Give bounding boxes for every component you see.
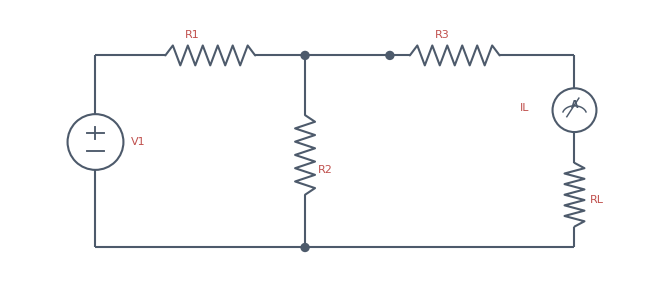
Text: R3: R3 [435, 30, 450, 41]
Text: R1: R1 [186, 30, 200, 41]
Circle shape [386, 51, 394, 59]
Text: IL: IL [520, 103, 529, 113]
Text: RL: RL [589, 195, 603, 205]
Text: V1: V1 [130, 137, 145, 147]
Text: A: A [571, 100, 579, 110]
Circle shape [301, 243, 309, 251]
Text: R2: R2 [318, 165, 333, 175]
Circle shape [301, 51, 309, 59]
